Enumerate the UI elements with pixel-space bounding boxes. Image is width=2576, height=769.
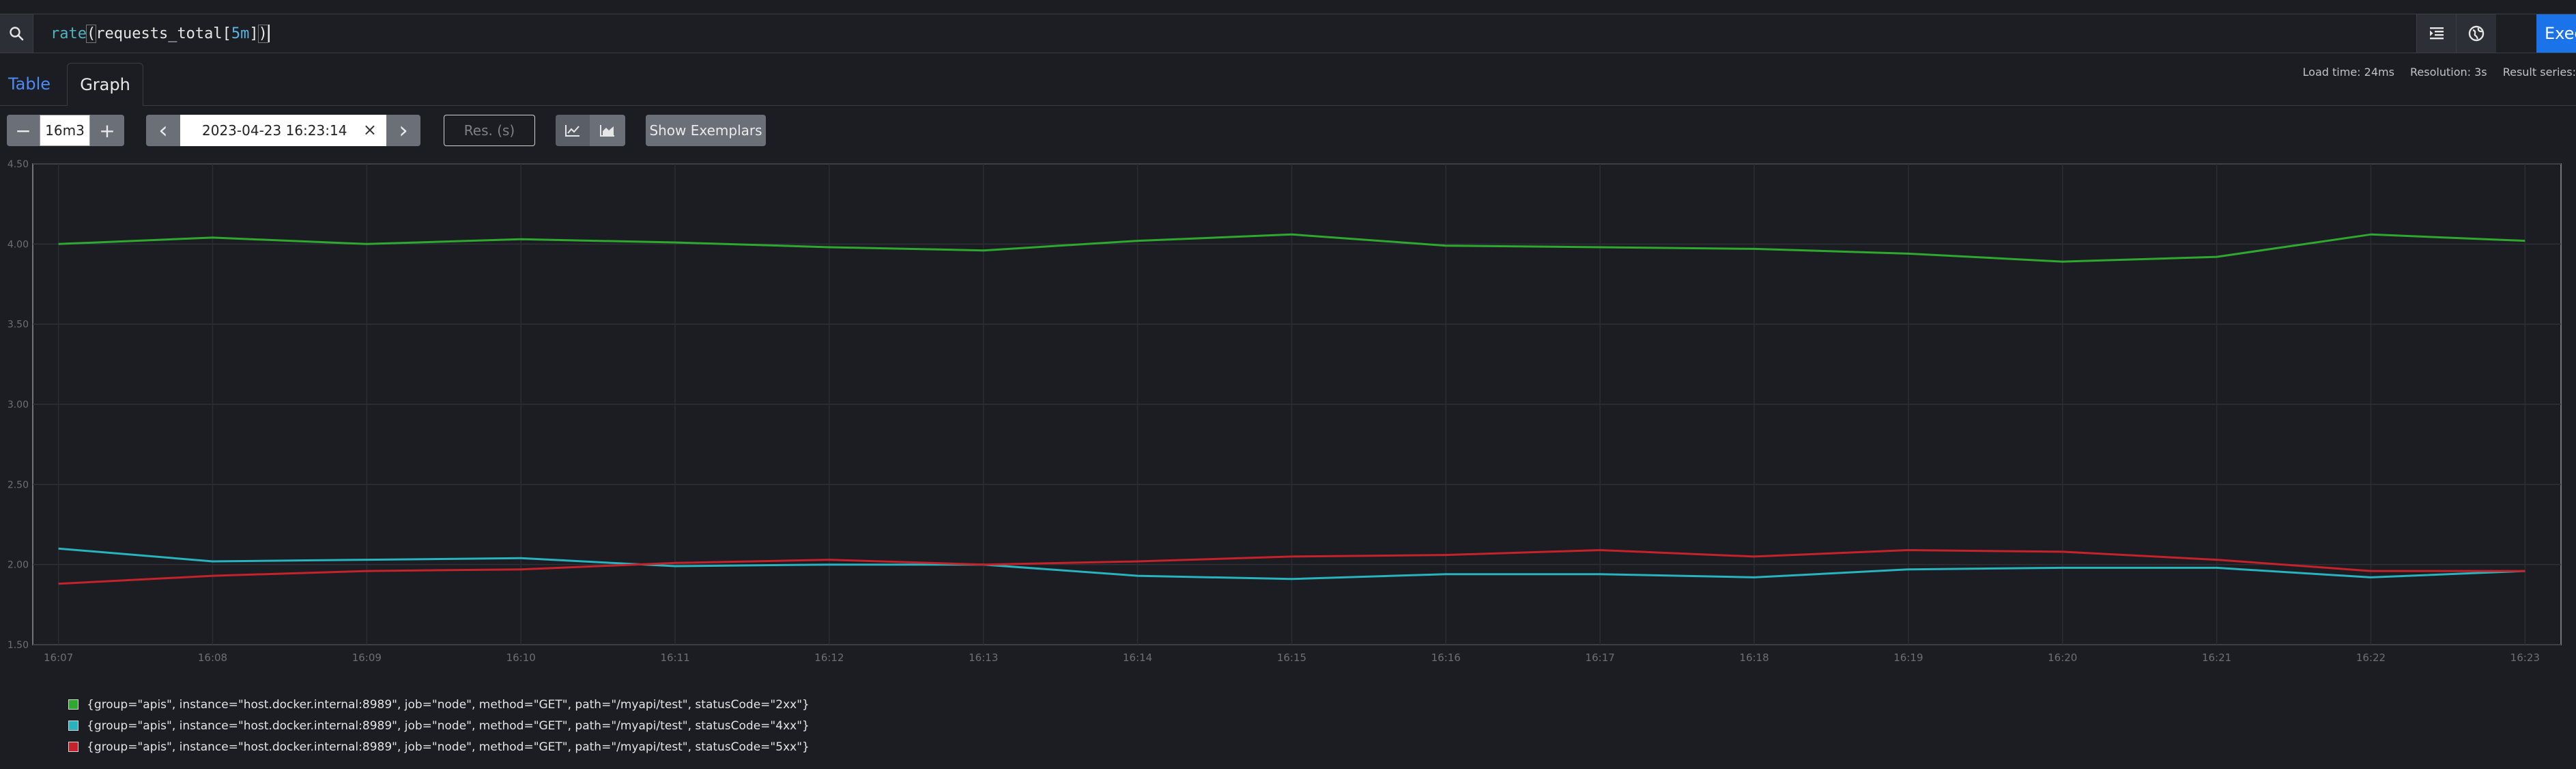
time-series-chart[interactable]: 1.50 2.00 2.50 3.00 3.50 4.00 4.50 16:07 16:08 1… xyxy=(0,158,2576,667)
next-time-button[interactable]: › xyxy=(386,115,420,146)
metrics-explorer-button[interactable] xyxy=(2456,14,2496,53)
series-line-0[interactable] xyxy=(58,233,2525,263)
x-tick-label: 16:15 xyxy=(1277,652,1306,664)
top-spacer xyxy=(0,0,2576,14)
legend-item[interactable]: {group="apis", instance="host.docker.int… xyxy=(68,736,810,757)
x-tick-label: 16:10 xyxy=(506,652,536,664)
x-tick-label: 16:13 xyxy=(969,652,998,664)
y-tick-label: 2.00 xyxy=(8,560,29,571)
x-tick-label: 16:21 xyxy=(2202,652,2231,664)
x-tick-label: 16:19 xyxy=(1893,652,1923,664)
decrease-range-button[interactable]: − xyxy=(7,115,40,146)
format-icon xyxy=(2430,27,2444,40)
query-stats: Load time: 24ms Resolution: 3s Result se… xyxy=(2291,66,2576,79)
x-tick-label: 16:09 xyxy=(352,652,382,664)
search-icon xyxy=(10,27,24,41)
show-exemplars-button[interactable]: Show Exemplars xyxy=(646,115,766,146)
x-tick-label: 16:17 xyxy=(1586,652,1615,664)
expression-bar: rate(requests_total[5m]) Execute xyxy=(0,14,2576,53)
increase-range-button[interactable]: + xyxy=(90,115,124,146)
format-expression-button[interactable] xyxy=(2416,14,2457,53)
legend-label: {group="apis", instance="host.docker.int… xyxy=(87,697,810,712)
tab-graph[interactable]: Graph xyxy=(67,63,143,106)
legend-item[interactable]: {group="apis", instance="host.docker.int… xyxy=(68,694,810,715)
legend-swatch xyxy=(68,721,78,731)
y-tick-label: 1.50 xyxy=(8,640,29,651)
x-tick-label: 16:18 xyxy=(1739,652,1769,664)
legend-swatch xyxy=(68,742,78,752)
x-tick-label: 16:11 xyxy=(660,652,689,664)
end-time-value: 2023-04-23 16:23:14 xyxy=(202,122,347,139)
expression-range-value: 5m xyxy=(231,25,250,42)
line-chart-icon xyxy=(565,125,579,137)
y-tick-label: 3.00 xyxy=(8,400,29,410)
x-tick-label: 16:22 xyxy=(2356,652,2386,664)
area-chart-icon xyxy=(600,125,614,137)
legend-label: {group="apis", instance="host.docker.int… xyxy=(87,740,810,754)
resolution: Resolution: 3s xyxy=(2410,66,2487,79)
load-time: Load time: 24ms xyxy=(2302,66,2394,79)
expression-input[interactable]: rate(requests_total[5m]) xyxy=(33,14,2416,53)
line-chart-button[interactable] xyxy=(556,115,590,146)
legend-label: {group="apis", instance="host.docker.int… xyxy=(87,718,810,733)
clear-end-time-icon[interactable]: × xyxy=(362,120,377,139)
y-tick-label: 2.50 xyxy=(8,479,29,490)
expression-open-paren: ( xyxy=(85,24,97,43)
view-tabs: Table Graph xyxy=(0,63,2576,106)
y-tick-label: 4.00 xyxy=(8,239,29,250)
legend-item[interactable]: {group="apis", instance="host.docker.int… xyxy=(68,715,810,736)
series-line-2[interactable] xyxy=(58,549,2525,585)
graph-controls: − 16m3 + ‹ 2023-04-23 16:23:14 × › Res. … xyxy=(0,115,2576,148)
globe-icon xyxy=(2468,25,2485,42)
expression-close-paren: ) xyxy=(257,24,268,43)
range-input[interactable]: 16m3 xyxy=(40,115,90,146)
legend-swatch xyxy=(68,699,78,710)
x-tick-label: 16:12 xyxy=(814,652,844,664)
chevron-right-icon: › xyxy=(399,117,408,144)
execute-button[interactable]: Execute xyxy=(2536,14,2576,53)
expression-metric: requests_total xyxy=(96,25,223,42)
text-cursor xyxy=(268,25,270,42)
x-tick-label: 16:23 xyxy=(2510,652,2540,664)
x-tick-label: 16:14 xyxy=(1123,652,1152,664)
y-tick-label: 3.50 xyxy=(8,320,29,331)
x-tick-label: 16:08 xyxy=(198,652,227,664)
x-tick-label: 16:20 xyxy=(2048,652,2077,664)
result-series: Result series: xyxy=(2502,66,2576,79)
tab-table[interactable]: Table xyxy=(8,74,51,94)
series-line-1[interactable] xyxy=(58,547,2525,581)
search-button[interactable] xyxy=(0,14,33,53)
series-legend: {group="apis", instance="host.docker.int… xyxy=(68,694,810,757)
expression-range-close: ] xyxy=(249,25,259,42)
graph-panel: 1.50 2.00 2.50 3.00 3.50 4.00 4.50 16:07 16:08 1… xyxy=(0,158,2576,667)
end-time-input[interactable]: 2023-04-23 16:23:14 × xyxy=(180,115,386,146)
y-tick-label: 4.50 xyxy=(8,159,29,170)
previous-time-button[interactable]: ‹ xyxy=(146,115,180,146)
chevron-left-icon: ‹ xyxy=(158,117,168,144)
resolution-input[interactable]: Res. (s) xyxy=(444,115,535,146)
x-tick-label: 16:16 xyxy=(1431,652,1461,664)
expression-range-open: [ xyxy=(222,25,231,42)
expression-function: rate xyxy=(51,25,87,42)
x-tick-label: 16:07 xyxy=(44,652,73,664)
stacked-chart-button[interactable] xyxy=(590,115,625,146)
